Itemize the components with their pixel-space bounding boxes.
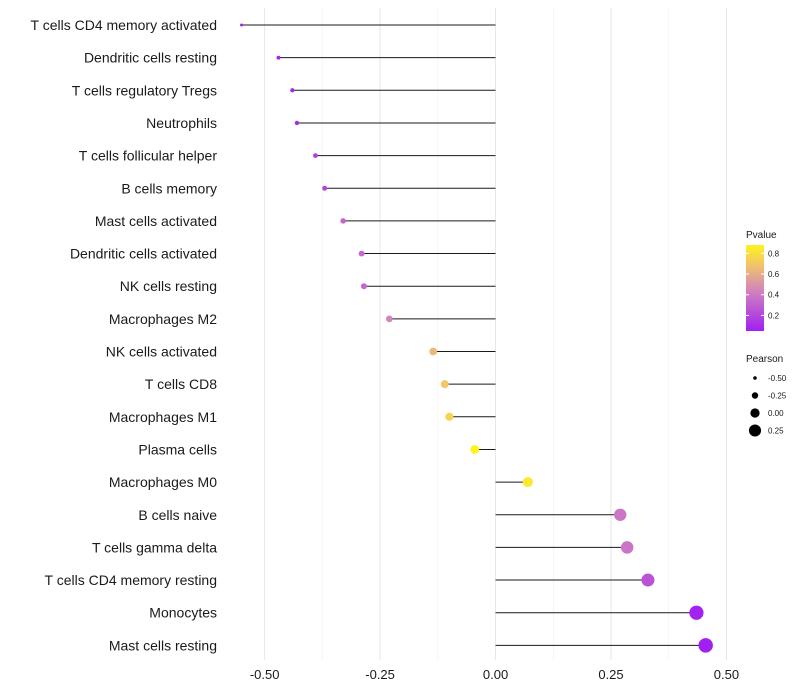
category-label: Mast cells resting <box>109 637 217 653</box>
category-axis-labels: T cells CD4 memory activated Dendritic ce… <box>31 17 218 653</box>
category-label: Plasma cells <box>138 441 217 457</box>
category-label: T cells regulatory Tregs <box>72 82 217 98</box>
lollipop-dot <box>429 347 438 356</box>
x-tick-label: -0.25 <box>365 667 395 682</box>
category-label: Dendritic cells activated <box>70 246 217 262</box>
lollipop-dot <box>276 55 281 60</box>
pearson-legend-label: 0.25 <box>768 427 784 436</box>
lollipop-dot <box>522 477 533 488</box>
x-tick-label: -0.50 <box>250 667 280 682</box>
x-axis-tick-labels: -0.50 -0.25 0.00 0.25 0.50 <box>250 667 739 682</box>
category-label: T cells CD8 <box>145 376 217 392</box>
lollipop-dots <box>240 23 713 653</box>
category-label: Neutrophils <box>146 115 217 131</box>
lollipop-dot <box>358 250 365 257</box>
category-label: Macrophages M2 <box>109 311 217 327</box>
pearson-legend-items: -0.50 -0.25 0.00 0.25 <box>748 374 787 437</box>
lollipop-dot <box>698 638 713 653</box>
x-tick-label: 0.50 <box>714 667 739 682</box>
lollipop-dot <box>290 88 295 93</box>
lollipop-dot <box>360 283 367 290</box>
category-label: T cells CD4 memory resting <box>45 572 217 588</box>
pvalue-tick-label: 0.4 <box>768 291 780 300</box>
lollipop-dot <box>445 412 454 421</box>
pearson-legend-dot <box>751 392 759 399</box>
lollipop-dot <box>340 218 346 224</box>
category-label: Dendritic cells resting <box>84 50 217 66</box>
lollipop-dot <box>240 23 244 27</box>
lollipop-dot <box>470 445 480 454</box>
pvalue-tick-label: 0.2 <box>768 311 780 320</box>
pearson-legend-label: 0.00 <box>768 409 784 418</box>
category-label: Macrophages M0 <box>109 474 217 490</box>
lollipop-dot <box>313 153 318 159</box>
pearson-legend-dot <box>753 376 757 380</box>
pvalue-legend-ticks: 0.2 0.4 0.6 0.8 <box>746 249 780 320</box>
pearson-legend-label: -0.50 <box>768 374 787 383</box>
category-label: NK cells resting <box>120 278 217 294</box>
category-label: T cells follicular helper <box>79 148 218 164</box>
lollipop-dot <box>322 185 328 191</box>
pearson-legend-title: Pearson <box>746 354 783 365</box>
pearson-legend-label: -0.25 <box>768 392 787 401</box>
lollipop-dot <box>614 508 627 521</box>
legends: Pvalue 0.2 0.4 0.6 0.8 Pearson -0.50 -0.25 0.… <box>746 230 787 437</box>
category-label: B cells naive <box>138 507 217 523</box>
category-label: Mast cells activated <box>95 213 217 229</box>
pearson-legend-dot <box>748 424 762 437</box>
x-tick-label: 0.00 <box>483 667 508 682</box>
pearson-legend-dot <box>750 408 760 418</box>
category-label: Macrophages M1 <box>109 409 217 425</box>
category-label: NK cells activated <box>106 344 217 360</box>
lollipop-stems <box>241 24 706 646</box>
lollipop-dot <box>440 380 449 389</box>
pvalue-tick-label: 0.6 <box>768 270 780 279</box>
lollipop-dot <box>620 541 634 554</box>
pvalue-colorbar <box>746 245 764 331</box>
pvalue-legend-title: Pvalue <box>746 230 777 241</box>
x-tick-label: 0.25 <box>598 667 623 682</box>
lollipop-dot <box>386 315 393 323</box>
category-label: Monocytes <box>149 605 217 621</box>
category-label: T cells CD4 memory activated <box>31 17 217 33</box>
lollipop-dot <box>689 605 704 620</box>
lollipop-dot <box>641 573 655 587</box>
grid-lines <box>264 8 727 660</box>
pvalue-tick-label: 0.8 <box>768 249 780 258</box>
category-label: T cells gamma delta <box>92 539 217 555</box>
category-label: B cells memory <box>121 180 217 196</box>
lollipop-dot <box>294 120 300 126</box>
